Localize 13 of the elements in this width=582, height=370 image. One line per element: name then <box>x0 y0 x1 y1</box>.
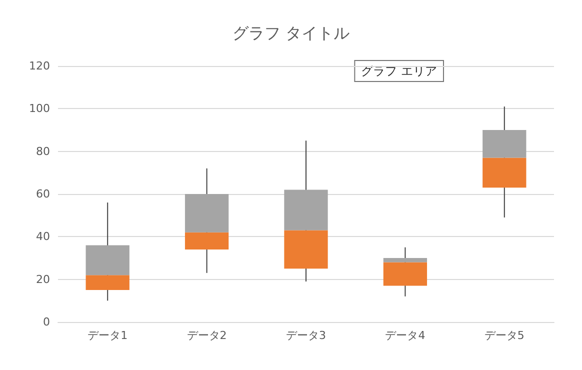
x-tick-label: データ3 <box>286 329 326 342</box>
y-tick-label: 0 <box>43 316 50 328</box>
y-tick-label: 100 <box>29 102 50 116</box>
chart-title: グラフ タイトル <box>232 24 350 42</box>
x-tick-label: データ2 <box>186 329 227 342</box>
y-tick-label: 20 <box>36 272 50 286</box>
y-tick-label: 80 <box>36 144 50 158</box>
y-tick-label: 40 <box>36 230 50 244</box>
x-tick-label: データ4 <box>385 329 426 342</box>
x-tick-label: データ1 <box>88 329 128 342</box>
x-tick-label: データ5 <box>484 329 524 342</box>
y-tick-label: 120 <box>29 60 50 72</box>
y-tick-label: 60 <box>36 188 50 200</box>
